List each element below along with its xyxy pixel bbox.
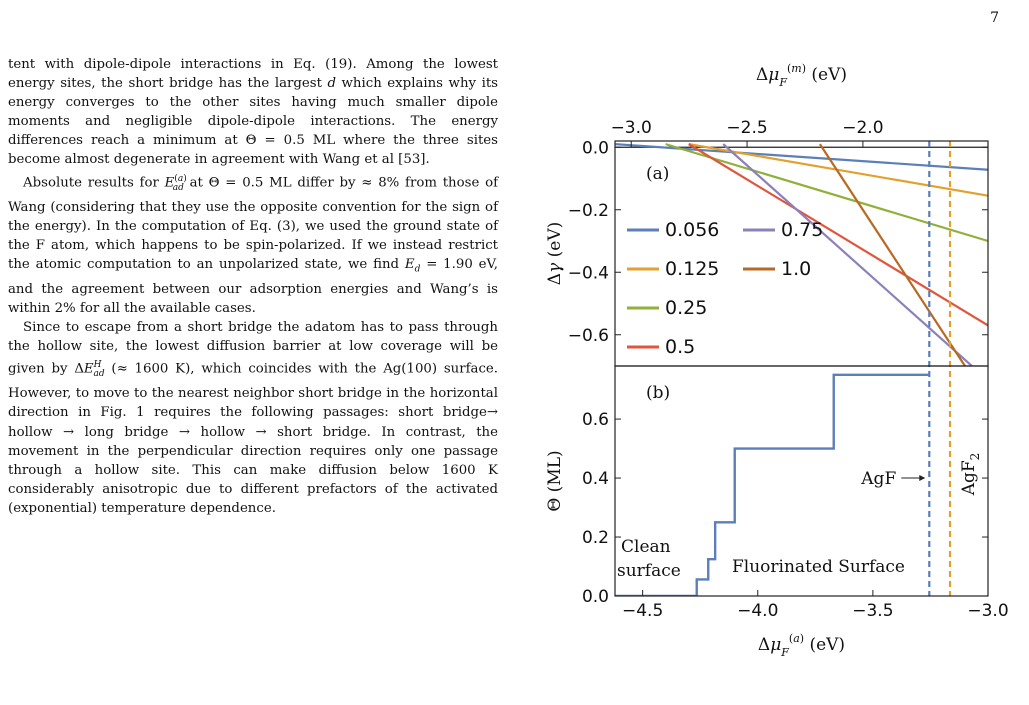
xlabel-top: ΔμF(m) (eV)	[756, 62, 847, 89]
figure-svg: 0.0 −0.2 −0.4 −0.6 0.0 0.2 0.4 0.6 −4.5 −4.0 −3.5 −…	[545, 62, 1009, 659]
series-line-0.125	[688, 143, 988, 197]
legend-label-0.125: 0.125	[665, 258, 719, 280]
xtick-label-bottom: −3.5	[852, 601, 893, 621]
xlabel-bottom: ΔμF(a) (eV)	[758, 632, 845, 659]
coverage-step-line	[615, 373, 930, 596]
series-line-0.056	[615, 143, 988, 171]
ytick-label-b: 0.4	[582, 469, 609, 489]
ytick-label-a: 0.0	[582, 138, 609, 158]
ytick-label-b: 0.6	[582, 410, 609, 430]
xtick-label-top: −2.0	[842, 118, 883, 138]
series-line-0.5	[688, 143, 988, 327]
ytick-label-a: −0.4	[568, 263, 609, 283]
panel-label-a: (a)	[646, 164, 669, 184]
legend-label-0.25: 0.25	[665, 297, 707, 319]
legend-label-1.0: 1.0	[781, 258, 811, 280]
series-line-0.25	[665, 143, 988, 243]
page-number: 7	[990, 10, 999, 26]
ytick-label-a: −0.2	[568, 201, 609, 221]
ytick-label-b: 0.2	[582, 528, 609, 548]
xtick-label-bottom: −4.0	[737, 601, 778, 621]
xtick-label-top: −3.0	[611, 118, 652, 138]
panel-a-frame	[614, 140, 989, 367]
legend-label-0.056: 0.056	[665, 219, 719, 241]
figure: 0.0 −0.2 −0.4 −0.6 0.0 0.2 0.4 0.6 −4.5 −4.0 −3.5 −…	[540, 50, 1029, 705]
paragraph-2: Absolute results for E(a)ad at Θ = 0.5 M…	[8, 173, 499, 316]
panel-b-frame	[614, 365, 989, 597]
annotation-surface: surface	[617, 561, 681, 581]
legend-label-0.5: 0.5	[665, 336, 695, 358]
annotation-agf-arrowhead	[919, 475, 926, 481]
ytick-label-a: −0.6	[568, 326, 609, 346]
panel-label-b: (b)	[646, 383, 670, 403]
ylabel-a: Δγ (eV)	[545, 222, 565, 285]
series-line-0.75	[722, 143, 973, 366]
annotation-fluorinated-surface: Fluorinated Surface	[732, 557, 905, 577]
annotation-agf2: AgF2	[959, 453, 982, 497]
panel-b-series	[615, 373, 930, 596]
panel-a-series	[615, 143, 988, 366]
paragraph-3: Since to escape from a short bridge the …	[8, 319, 498, 516]
annotation-clean: Clean	[621, 537, 671, 557]
ylabel-b: Θ (ML)	[545, 450, 565, 511]
annotation-agf: AgF	[860, 469, 896, 489]
series-line-1.0	[818, 143, 966, 366]
xtick-label-bottom: −3.0	[967, 601, 1008, 621]
body-text: tent with dipole-dipole interactions in …	[8, 55, 498, 518]
xtick-label-bottom: −4.5	[622, 601, 663, 621]
ytick-label-b: 0.0	[582, 587, 609, 607]
xtick-label-top: −2.5	[726, 118, 767, 138]
legend-label-0.75: 0.75	[781, 219, 823, 241]
paragraph-1: tent with dipole-dipole interactions in …	[8, 57, 498, 168]
